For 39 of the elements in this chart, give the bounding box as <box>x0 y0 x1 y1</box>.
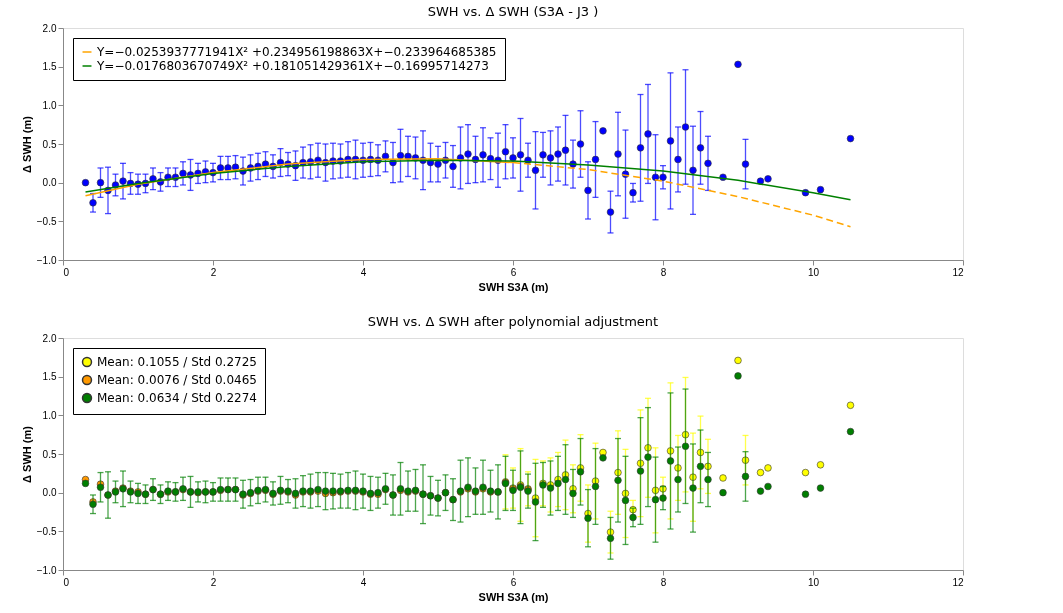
y-tick-label: 0.0 <box>42 177 57 189</box>
x-tick-label: 4 <box>360 266 367 278</box>
x-tick-label: 12 <box>952 266 964 278</box>
x-tick-label: 8 <box>660 576 667 588</box>
y-tick-label: 1.5 <box>42 61 57 73</box>
y-axis-title: Δ SWH (m) <box>20 115 33 173</box>
y-tick-label: 1.5 <box>42 371 57 383</box>
y-tick-label: 2.0 <box>42 332 57 344</box>
x-tick-label: 2 <box>210 266 217 278</box>
y-tick-label: −1.0 <box>36 564 57 576</box>
legend-label: Y=−0.0253937771941X² +0.234956198863X+−0.233964685385 <box>96 45 497 59</box>
x-tick-label: 6 <box>510 266 517 278</box>
x-tick-label: 8 <box>660 266 667 278</box>
x-tick-label: 6 <box>510 576 517 588</box>
x-tick-label: 4 <box>360 576 367 588</box>
x-tick-label: 10 <box>807 576 820 588</box>
legend-label: Mean: 0.0076 / Std 0.0465 <box>97 373 257 387</box>
y-tick-label: 1.0 <box>42 99 57 111</box>
x-axis-title: SWH S3A (m) <box>478 590 549 603</box>
x-tick-label: 0 <box>63 576 70 588</box>
y-tick-label: 1.0 <box>42 409 57 421</box>
y-tick-label: −0.5 <box>36 525 57 537</box>
legend-label: Mean: 0.0634 / Std 0.2274 <box>97 391 257 405</box>
legend-label: Y=−0.0176803670749X² +0.181051429361X+−0.16995714273 <box>96 59 489 73</box>
y-tick-label: 0.5 <box>42 448 57 460</box>
y-tick-label: 0.5 <box>42 138 57 150</box>
chart-title: SWH vs. Δ SWH after polynomial adjustment <box>367 314 659 329</box>
y-tick-label: 0.0 <box>42 487 57 499</box>
chart-title: SWH vs. Δ SWH (S3A - J3 ) <box>427 4 599 19</box>
y-axis-title: Δ SWH (m) <box>20 425 33 483</box>
x-tick-label: 0 <box>63 266 70 278</box>
x-tick-label: 10 <box>807 266 820 278</box>
y-tick-label: −0.5 <box>36 215 57 227</box>
legend-label: Mean: 0.1055 / Std 0.2725 <box>97 355 257 369</box>
y-tick-label: −1.0 <box>36 254 57 266</box>
x-axis-title: SWH S3A (m) <box>478 280 549 293</box>
x-tick-label: 12 <box>952 576 964 588</box>
y-tick-label: 2.0 <box>42 22 57 34</box>
x-tick-label: 2 <box>210 576 217 588</box>
